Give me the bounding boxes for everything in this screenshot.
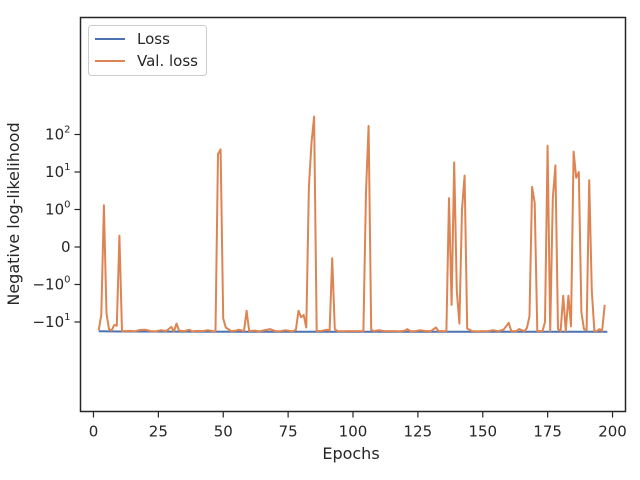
x-tick-label-3: 75: [279, 423, 298, 441]
y-tick-label-1: −100: [32, 275, 70, 294]
x-tick-label-4: 100: [339, 423, 368, 441]
y-tick-label-5: 102: [45, 125, 70, 144]
x-tick-label-5: 125: [404, 423, 433, 441]
y-axis-label: Negative log-likelihood: [4, 122, 23, 305]
y-axis: −101 −100 0 100 101 102: [32, 125, 81, 331]
y-tick-label-3: 100: [45, 200, 70, 219]
y-tick-label-4: 101: [45, 162, 70, 181]
legend-label-0: Loss: [137, 30, 170, 48]
series-line-1: [97, 115, 606, 333]
x-tick-label-7: 175: [533, 423, 562, 441]
legend-label-1: Val. loss: [137, 52, 198, 70]
x-tick-label-0: 0: [89, 423, 99, 441]
y-tick-label-2: 0: [61, 238, 71, 256]
x-axis: 0 25 50 75 100 125 150 175 200: [89, 411, 627, 441]
legend: Loss Val. loss: [88, 25, 207, 76]
plot-area: [79, 16, 627, 413]
plot-background: [80, 17, 626, 412]
x-tick-label-8: 200: [598, 423, 627, 441]
x-tick-label-6: 150: [468, 423, 497, 441]
x-tick-label-2: 50: [214, 423, 233, 441]
x-tick-label-1: 25: [149, 423, 168, 441]
x-axis-label: Epochs: [322, 444, 379, 463]
series-lines: [97, 115, 608, 333]
y-tick-label-0: −101: [32, 312, 70, 331]
